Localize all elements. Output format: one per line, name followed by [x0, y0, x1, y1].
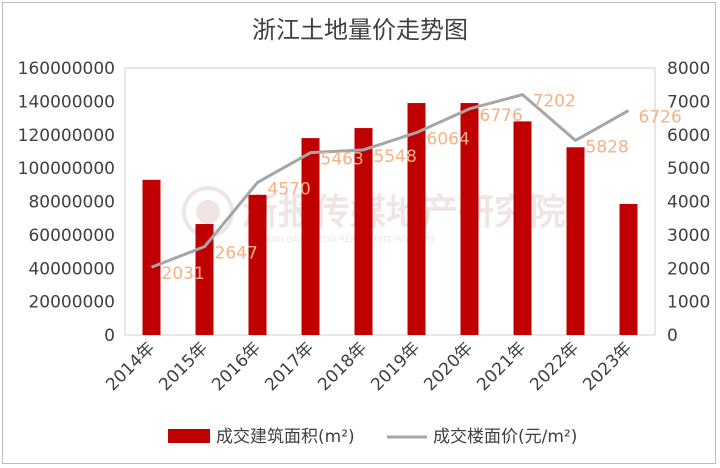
price-data-label: 5828: [586, 137, 629, 157]
price-data-label: 7202: [533, 92, 576, 112]
x-category-label: 2014年: [102, 338, 159, 395]
price-data-label: 6776: [480, 106, 523, 126]
price-data-label: 6064: [427, 130, 470, 150]
x-category-label: 2021年: [473, 338, 530, 395]
bar: [354, 128, 373, 335]
x-category-label: 2015年: [155, 338, 212, 395]
legend: 成交建筑面积(m²) 成交楼面价(元/m²): [168, 427, 577, 447]
bar: [248, 194, 267, 335]
bar: [566, 147, 585, 335]
x-category-label: 2022年: [526, 338, 583, 395]
chart-title: 浙江土地量价走势图: [252, 16, 468, 44]
y-right-tick-label: 4000: [667, 193, 710, 213]
legend-bar-swatch: [168, 429, 210, 443]
watermark-subtext: ZHEJIANG DAILY MEDIA REAL ESTATE INSTITU…: [245, 235, 436, 244]
y-right-tick-label: 1000: [667, 293, 710, 313]
y-right-tick-label: 0: [667, 326, 678, 346]
x-category-label: 2023年: [579, 338, 636, 395]
price-data-label: 2647: [215, 244, 258, 264]
y-left-tick-label: 100000000: [18, 159, 115, 179]
x-category-label: 2020年: [420, 338, 477, 395]
x-category-label: 2016年: [208, 338, 265, 395]
plot-area: 0 20000000 40000000 60000000 80000000 1000000…: [18, 59, 711, 395]
y-left-tick-label: 60000000: [28, 226, 115, 246]
price-data-label: 5463: [321, 150, 364, 170]
bar: [301, 138, 320, 335]
x-category-label: 2017年: [261, 338, 318, 395]
price-line: [150, 93, 630, 269]
y-left-tick-label: 40000000: [28, 259, 115, 279]
plot-border: [124, 67, 656, 336]
x-category-label: 2019年: [367, 338, 424, 395]
x-category-label: 2018年: [314, 338, 371, 395]
price-data-label: 2031: [162, 264, 205, 284]
y-left-tick-label: 160000000: [18, 59, 115, 79]
y-right-tick-label: 5000: [667, 159, 710, 179]
bar: [619, 204, 638, 335]
watermark-text: 浙报传媒地产研究院: [242, 192, 566, 233]
legend-line-label: 成交楼面价(元/m²): [433, 427, 577, 447]
y-right-tick-label: 8000: [667, 59, 710, 79]
y-right-tick-label: 6000: [667, 126, 710, 146]
y-right-tick-label: 3000: [667, 226, 710, 246]
y-left-tick-label: 120000000: [18, 126, 115, 146]
bar: [513, 121, 532, 336]
bar: [407, 103, 426, 335]
bar: [195, 224, 214, 335]
price-data-label: 6726: [639, 108, 682, 128]
price-data-label: 4570: [268, 179, 311, 199]
y-right-tick-label: 2000: [667, 259, 710, 279]
y-left-tick-label: 20000000: [28, 293, 115, 313]
watermark: 浙报传媒地产研究院 ZHEJIANG DAILY MEDIA REAL ESTA…: [182, 186, 566, 244]
y-right-tick-label: 7000: [667, 92, 710, 112]
bar: [460, 103, 479, 335]
legend-bar-label: 成交建筑面积(m²): [216, 427, 355, 447]
bar: [142, 179, 161, 335]
y-left-tick-label: 80000000: [28, 193, 115, 213]
price-data-label: 5548: [374, 147, 417, 167]
y-left-tick-label: 0: [104, 326, 115, 346]
y-left-tick-label: 140000000: [18, 92, 115, 112]
